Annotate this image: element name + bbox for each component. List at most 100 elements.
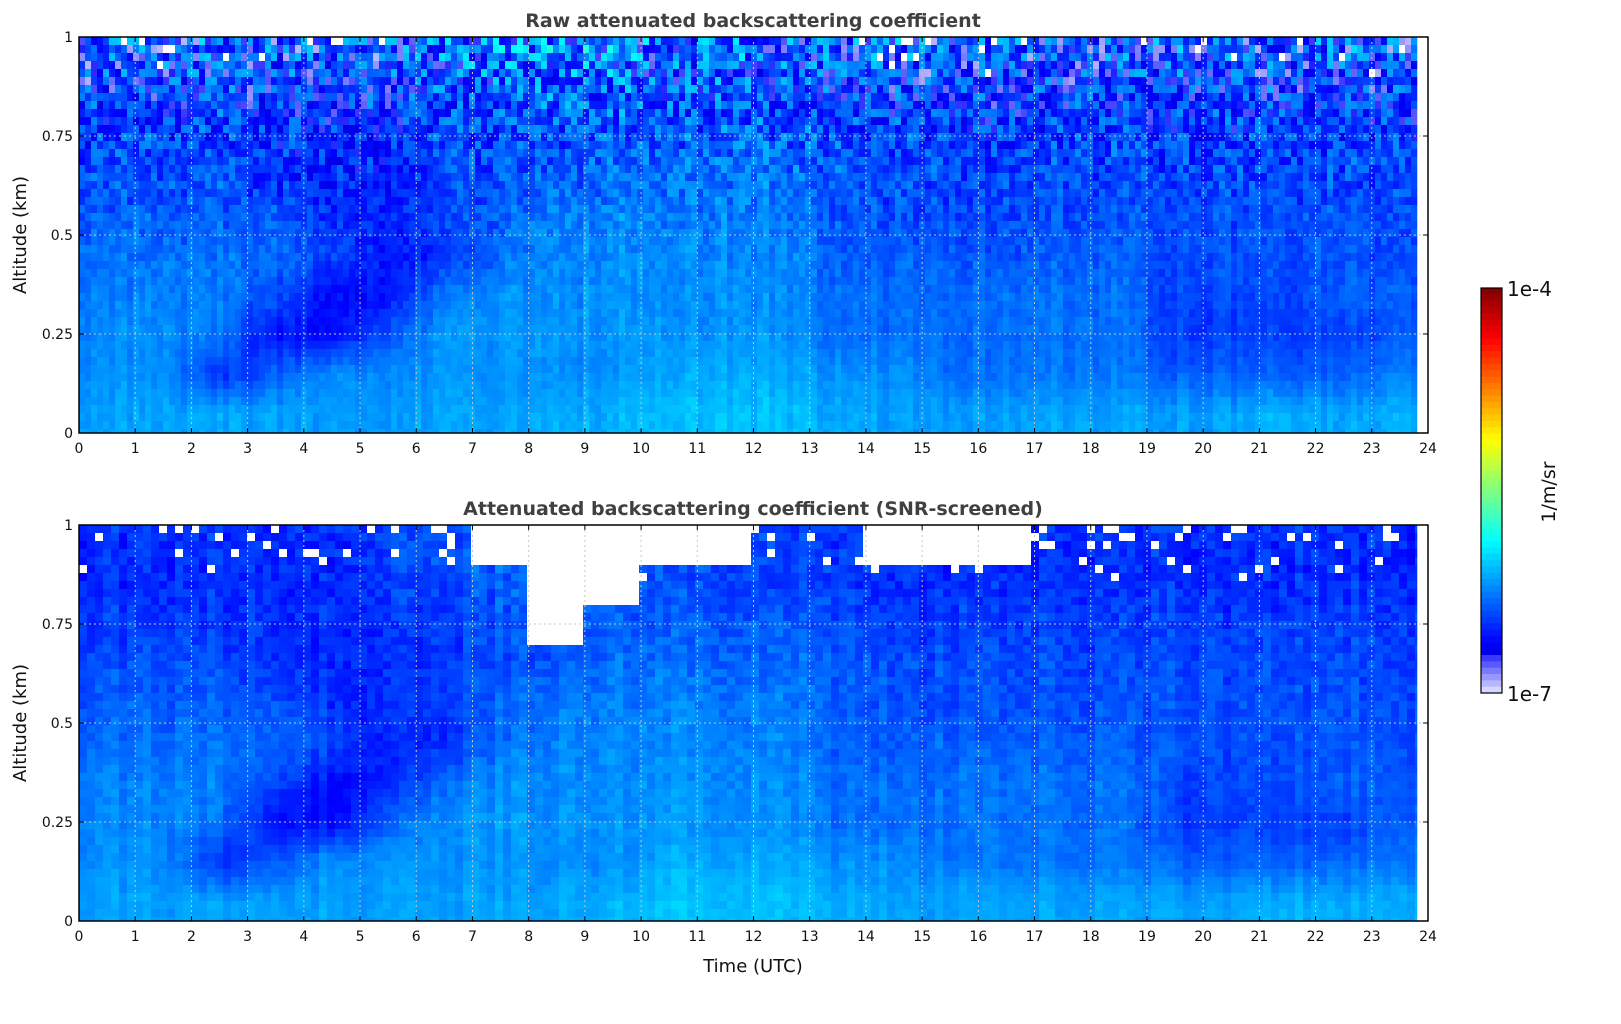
heatmap-cell	[493, 309, 500, 318]
heatmap-cell	[385, 157, 392, 166]
heatmap-cell	[121, 77, 128, 86]
heatmap-cell	[289, 109, 296, 118]
heatmap-cell	[229, 413, 236, 422]
heatmap-cell	[259, 341, 266, 350]
heatmap-cell	[229, 77, 236, 86]
heatmap-cell	[97, 77, 104, 86]
heatmap-cell	[253, 61, 260, 70]
heatmap-cell	[463, 349, 470, 358]
heatmap-cell	[667, 101, 674, 110]
heatmap-cell	[631, 421, 638, 430]
heatmap-cell	[217, 85, 224, 94]
heatmap-cell	[487, 237, 494, 246]
heatmap-cell	[445, 213, 452, 222]
heatmap-cell	[187, 205, 194, 214]
heatmap-cell	[649, 213, 656, 222]
heatmap-cell	[487, 365, 494, 374]
heatmap-cell	[313, 85, 320, 94]
heatmap-cell	[169, 325, 176, 334]
heatmap-cell	[451, 173, 458, 182]
heatmap-cell	[445, 125, 452, 134]
heatmap-cell	[121, 229, 128, 238]
heatmap-cell	[313, 221, 320, 230]
heatmap-cell	[355, 301, 362, 310]
heatmap-cell	[367, 125, 374, 134]
heatmap-cell	[367, 53, 374, 62]
heatmap-cell	[493, 261, 500, 270]
heatmap-cell	[265, 205, 272, 214]
heatmap-cell	[523, 173, 530, 182]
heatmap-cell	[493, 285, 500, 294]
heatmap-cell	[361, 253, 368, 262]
heatmap-cell	[661, 381, 668, 390]
heatmap-cell	[229, 109, 236, 118]
heatmap-cell	[541, 269, 548, 278]
heatmap-cell	[385, 45, 392, 54]
heatmap-cell	[343, 189, 350, 198]
heatmap-cell	[121, 109, 128, 118]
heatmap-cell	[79, 357, 86, 366]
heatmap-cell	[175, 245, 182, 254]
heatmap-cell	[613, 373, 620, 382]
heatmap-cell	[415, 141, 422, 150]
heatmap-cell	[163, 341, 170, 350]
heatmap-cell	[559, 333, 566, 342]
heatmap-cell	[157, 413, 164, 422]
heatmap-cell	[343, 421, 350, 430]
heatmap-cell	[463, 317, 470, 326]
heatmap-cell	[553, 53, 560, 62]
heatmap-cell	[523, 93, 530, 102]
heatmap-cell	[283, 61, 290, 70]
heatmap-cell	[205, 221, 212, 230]
heatmap-cell	[559, 429, 566, 434]
heatmap-cell	[409, 221, 416, 230]
heatmap-cell	[211, 245, 218, 254]
heatmap-cell	[433, 37, 440, 46]
heatmap-cell	[511, 405, 518, 414]
heatmap-cell	[271, 85, 278, 94]
heatmap-cell	[361, 421, 368, 430]
heatmap-cell	[589, 381, 596, 390]
heatmap-cell	[655, 245, 662, 254]
heatmap-cell	[583, 309, 590, 318]
heatmap-cell	[439, 181, 446, 190]
heatmap-cell	[577, 373, 584, 382]
heatmap-cell	[385, 325, 392, 334]
heatmap-cell	[661, 237, 668, 246]
heatmap-cell	[607, 293, 614, 302]
heatmap-cell	[325, 69, 332, 78]
heatmap-cell	[85, 117, 92, 126]
heatmap-cell	[91, 101, 98, 110]
heatmap-cell	[643, 77, 650, 86]
heatmap-cell	[355, 373, 362, 382]
heatmap-cell	[613, 133, 620, 142]
heatmap-cell	[109, 389, 116, 398]
heatmap-cell	[241, 109, 248, 118]
heatmap-cell	[109, 53, 116, 62]
heatmap-cell	[547, 117, 554, 126]
heatmap-cell	[85, 197, 92, 206]
heatmap-cell	[595, 109, 602, 118]
heatmap-cell	[547, 357, 554, 366]
heatmap-cell	[535, 309, 542, 318]
heatmap-cell	[361, 125, 368, 134]
heatmap-cell	[241, 405, 248, 414]
heatmap-cell	[499, 45, 506, 54]
heatmap-cell	[433, 373, 440, 382]
heatmap-cell	[163, 285, 170, 294]
heatmap-cell	[85, 133, 92, 142]
heatmap-cell	[655, 277, 662, 286]
heatmap-cell	[109, 301, 116, 310]
heatmap-cell	[103, 285, 110, 294]
heatmap-cell	[391, 277, 398, 286]
heatmap-cell	[247, 429, 254, 434]
heatmap-cell	[307, 349, 314, 358]
heatmap-cell	[655, 101, 662, 110]
heatmap-cell	[613, 429, 620, 434]
heatmap-cell	[577, 45, 584, 54]
heatmap-cell	[85, 245, 92, 254]
heatmap-cell	[559, 117, 566, 126]
heatmap-cell	[583, 333, 590, 342]
heatmap-cell	[409, 189, 416, 198]
heatmap-cell	[577, 165, 584, 174]
